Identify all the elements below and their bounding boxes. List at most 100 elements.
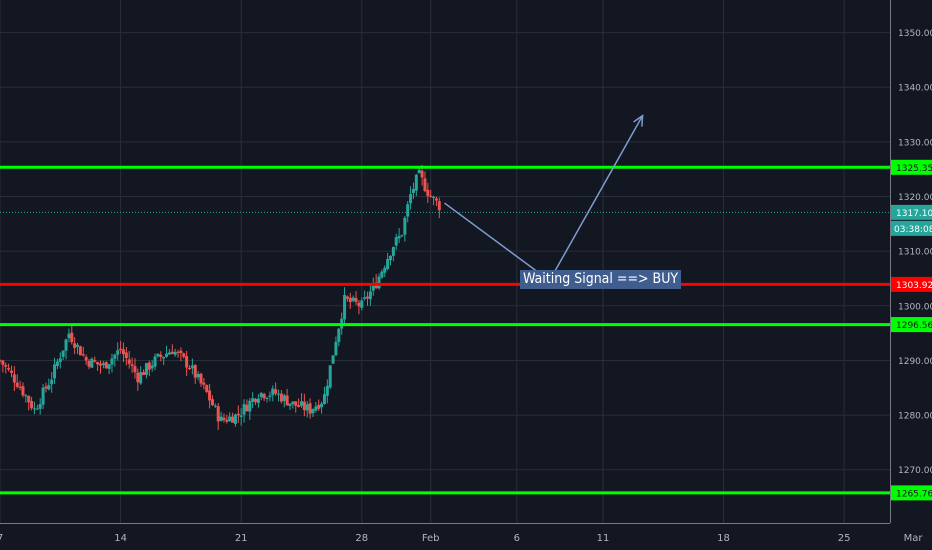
candle-body: [305, 404, 309, 411]
candle-body: [299, 401, 303, 406]
candle-body: [202, 382, 206, 385]
candle-body: [236, 413, 240, 416]
candle-body: [248, 400, 252, 412]
time-tick-label: 28: [355, 533, 368, 544]
candle-body: [271, 388, 275, 395]
candle-body: [147, 362, 151, 370]
candle-body: [320, 403, 324, 408]
candle-body: [12, 374, 16, 383]
candle-body: [55, 361, 59, 366]
level-tag-1325.35-box: [891, 159, 932, 175]
candle-body: [265, 397, 269, 399]
candle-body: [331, 355, 335, 364]
candle-body: [302, 401, 306, 411]
arrow-head-up: [633, 114, 644, 127]
candle-body: [44, 386, 48, 389]
level-tag-1265.76: 1265.76: [896, 489, 932, 499]
candle-body: [104, 362, 108, 369]
candle-body: [259, 392, 263, 398]
time-tick-label: 25: [838, 533, 851, 544]
level-tag-1265.76-box: [891, 485, 932, 501]
candle-body: [162, 357, 166, 359]
candle-body: [368, 291, 372, 300]
candle-body: [165, 353, 169, 357]
price-tick-label: 1300.00: [898, 302, 932, 312]
candle-body: [205, 385, 209, 392]
candle-body: [176, 351, 180, 353]
candle-body: [357, 302, 361, 307]
price-tick-label: 1290.00: [898, 357, 932, 367]
candle-body: [199, 373, 203, 384]
price-tick-label: 1280.00: [898, 412, 932, 422]
candle-body: [47, 385, 51, 390]
candle-body: [119, 348, 123, 351]
price-axis-background: [890, 0, 932, 550]
candle-body: [156, 353, 160, 357]
price-tick-label: 1350.00: [898, 29, 932, 39]
candle-body: [170, 351, 174, 354]
countdown-label: 03:38:08: [894, 225, 932, 235]
candle-body: [231, 416, 235, 423]
candle-body: [1, 360, 5, 365]
candle-body: [242, 404, 246, 415]
candle-body: [159, 354, 163, 357]
candle-body: [409, 194, 413, 204]
candle-body: [322, 394, 326, 404]
candle-body: [64, 339, 68, 351]
current-price-tag: 1317.10: [896, 209, 932, 219]
candle-body: [380, 271, 384, 278]
candle-body: [153, 356, 157, 367]
candle-body: [262, 394, 266, 399]
candle-body: [337, 328, 341, 342]
candle-body: [308, 403, 312, 414]
candle-body: [18, 386, 22, 388]
candle-body: [98, 363, 102, 366]
level-tag-1325.35: 1325.35: [896, 164, 932, 174]
candle-body: [397, 236, 401, 239]
candle-body: [377, 276, 381, 289]
time-axis-background: [0, 523, 890, 550]
signal-annotation[interactable]: Waiting Signal ==> BUY: [520, 270, 682, 289]
candle-body: [113, 354, 117, 359]
time-tick-label: 7: [0, 533, 3, 544]
candle-body: [127, 359, 131, 364]
candle-body: [245, 404, 249, 412]
price-axis[interactable]: 1270.00 1280.00 1290.00 1300.00 1310.00 1320.…: [890, 0, 932, 550]
price-tick-label: 1330.00: [898, 138, 932, 148]
candle-body: [222, 417, 226, 420]
candle-body: [185, 356, 189, 368]
candle-body: [256, 398, 260, 403]
candle-body: [414, 174, 418, 191]
candle-body: [173, 351, 177, 355]
candle-body: [70, 332, 74, 343]
candle-body: [437, 201, 441, 211]
candle-body: [366, 296, 370, 299]
candle-body: [182, 353, 186, 357]
candle-body: [139, 372, 143, 384]
candle-body: [371, 283, 375, 291]
level-tag-1303.92-box: [891, 276, 932, 292]
candle-body: [32, 408, 36, 410]
horizontal-levels[interactable]: [0, 165, 890, 495]
candle-body: [363, 297, 367, 299]
level-tag-1296.56: 1296.56: [896, 321, 932, 331]
candle-body: [110, 358, 114, 365]
candle-body: [81, 354, 85, 356]
candle-body: [282, 395, 286, 401]
candle-body: [41, 387, 45, 405]
candle-body: [354, 298, 358, 302]
candle-body: [406, 204, 410, 217]
candle-body: [61, 350, 65, 357]
candle-body: [228, 416, 232, 422]
candle-body: [9, 370, 13, 373]
candle-body: [311, 409, 315, 414]
candle-body: [314, 406, 318, 411]
candle-body: [394, 237, 398, 246]
candle-body: [213, 405, 217, 407]
candle-body: [7, 368, 11, 370]
time-tick-label: 18: [717, 533, 730, 544]
candle-body: [268, 395, 272, 397]
candle-body: [124, 352, 128, 359]
time-axis[interactable]: 7 14 21 28 Feb 6 11 18 25 Mar: [0, 523, 923, 550]
